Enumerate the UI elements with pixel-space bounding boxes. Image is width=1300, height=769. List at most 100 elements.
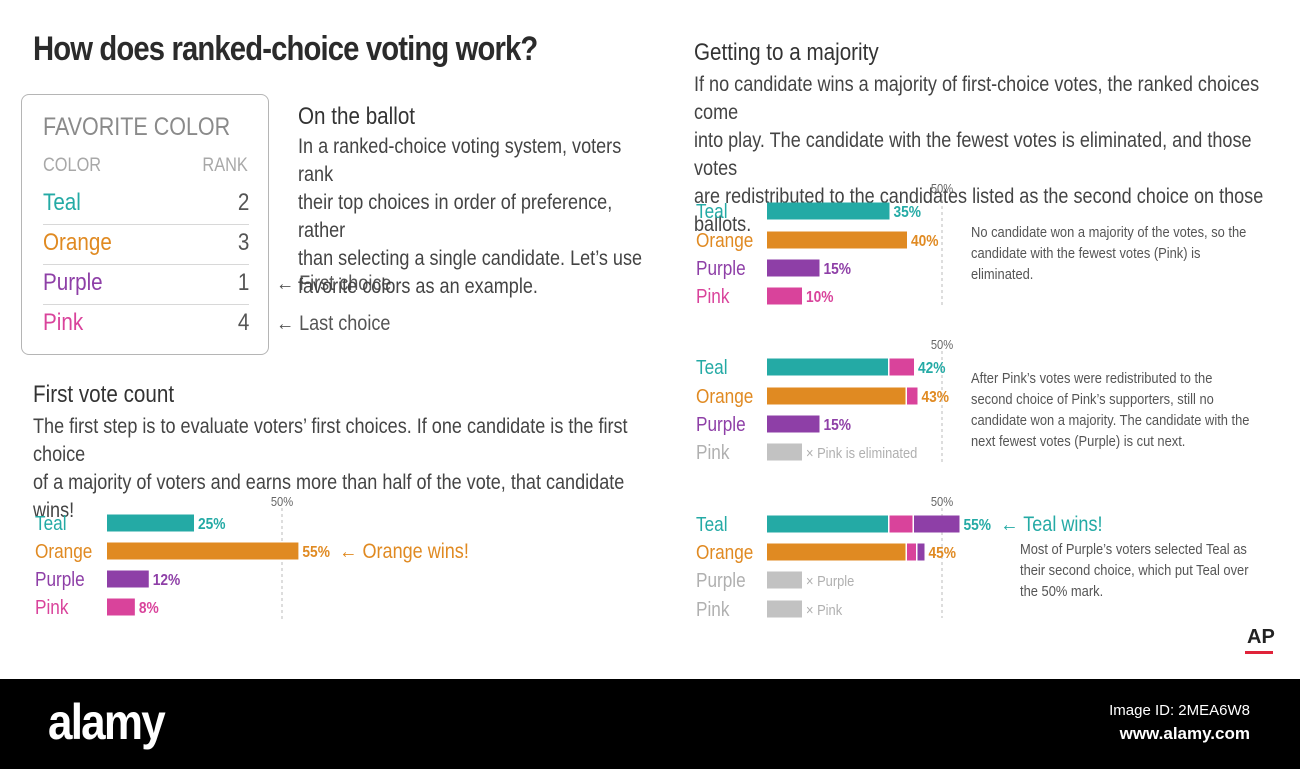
winner-note: ← Orange wins!: [339, 540, 468, 564]
para-line: The first step is to evaluate voters’ fi…: [33, 415, 628, 466]
ballot-row-name: Teal: [43, 189, 81, 216]
category-label: Teal: [696, 513, 728, 536]
para-line: their top choices in order of preference…: [298, 191, 613, 242]
value-label: 42%: [918, 359, 946, 377]
ballot-row-name: Pink: [43, 309, 84, 336]
para-line: than selecting a single candidate. Let’s…: [298, 247, 643, 270]
threshold-label: 50%: [931, 181, 954, 196]
category-label: Teal: [35, 512, 67, 535]
annot-line: second choice of Pink’s supporters, stil…: [971, 391, 1214, 408]
annot-line: candidate won a majority. The candidate …: [971, 412, 1250, 429]
annot-line: candidate with the fewest votes (Pink) i…: [971, 245, 1201, 262]
para-line: favorite colors as an example.: [298, 275, 538, 298]
category-label: Orange: [696, 229, 753, 252]
ballot-row-name: Orange: [43, 229, 112, 256]
value-label: 8%: [139, 599, 159, 617]
annot-line: their second choice, which put Teal over: [1020, 562, 1249, 579]
bar-segment: [107, 570, 149, 588]
bar-segment: [767, 259, 820, 277]
value-label: 55%: [964, 516, 992, 534]
ballot-column-color: COLOR: [43, 155, 102, 176]
value-label: 35%: [894, 203, 922, 221]
page-title: How does ranked-choice voting work?: [33, 30, 538, 68]
site-url[interactable]: www.alamy.com: [1119, 724, 1250, 743]
bar-segment: [907, 543, 916, 561]
bar-segment: [767, 415, 820, 433]
value-label: 25%: [198, 515, 226, 533]
para-line: In a ranked-choice voting system, voters…: [298, 135, 622, 186]
first-count-chart: 50% Teal 25% Orange 55% ← Orange wins! Purple 1…: [35, 181, 1103, 620]
annot-line: the 50% mark.: [1020, 583, 1104, 600]
bar-segment: [107, 542, 299, 560]
bar-segment: [767, 600, 802, 618]
value-label: × Pink: [806, 601, 842, 618]
ballot-row-rank: 1: [237, 269, 249, 296]
annot-line: Most of Purple’s voters selected Teal as: [1020, 541, 1247, 558]
on-ballot-heading: On the ballot: [298, 103, 416, 130]
value-label: 15%: [824, 416, 852, 434]
ballot-row-rank: 2: [237, 189, 249, 216]
annot-line: next fewest votes (Purple) is cut next.: [971, 433, 1186, 450]
majority-text: If no candidate wins a majority of first…: [694, 71, 1279, 239]
category-label: Teal: [696, 356, 728, 379]
threshold-label: 50%: [271, 494, 294, 509]
bar-segment: [767, 287, 802, 305]
ballot-card: FAVORITE COLOR COLOR RANK Teal 2 Orange …: [21, 94, 269, 355]
bar-segment: [907, 387, 918, 405]
majority-heading: Getting to a majority: [694, 39, 879, 66]
value-label: × Pink is eliminated: [806, 444, 917, 461]
bar-segment: [889, 358, 914, 376]
bar-segment: [767, 443, 802, 461]
ap-logo-underline: [1245, 651, 1273, 654]
round1-annotation: No candidate won a majority of the votes…: [971, 222, 1263, 285]
category-label: Purple: [35, 568, 85, 591]
bar-segment: [767, 358, 888, 376]
round2-annotation: After Pink’s votes were redistributed to…: [971, 368, 1263, 452]
bar-segment: [889, 515, 913, 533]
alamy-logo: alamy: [48, 694, 166, 750]
bar-segment: [767, 515, 888, 533]
value-label: 40%: [911, 232, 939, 250]
last-choice-note: ← Last choice: [276, 312, 391, 335]
value-label: 12%: [153, 571, 181, 589]
value-label: 15%: [824, 260, 852, 278]
ap-logo: AP: [1245, 626, 1275, 656]
category-label: Orange: [696, 385, 753, 408]
para-line: are redistributed to the candidates list…: [694, 185, 1264, 236]
on-ballot-text: In a ranked-choice voting system, voters…: [298, 133, 651, 301]
ballot-row-teal: Teal 2: [43, 185, 249, 225]
category-label: Pink: [35, 596, 69, 619]
category-label: Orange: [35, 540, 92, 563]
value-label: 43%: [922, 388, 950, 406]
image-id: Image ID: 2MEA6W8: [1109, 702, 1250, 719]
threshold-label: 50%: [931, 494, 954, 509]
first-choice-note: ← First choice: [276, 272, 392, 295]
bar-segment: [107, 514, 194, 532]
ballot-row-pink: Pink 4: [43, 305, 249, 345]
annot-line: eliminated.: [971, 266, 1034, 283]
round3-annotation: Most of Purple’s voters selected Teal as…: [1020, 539, 1278, 602]
ballot-row-purple: Purple 1: [43, 265, 249, 305]
bar-segment: [767, 387, 906, 405]
bar-segment: [107, 598, 135, 616]
bar-segment: [767, 543, 906, 561]
ballot-column-rank: RANK: [202, 155, 248, 176]
bar-segment: [914, 515, 960, 533]
category-label: Purple: [696, 569, 746, 592]
bar-segment: [917, 543, 925, 561]
footer-bar: alamy Image ID: 2MEA6W8 www.alamy.com: [0, 679, 1300, 769]
category-label: Teal: [696, 200, 728, 223]
category-label: Pink: [696, 441, 730, 464]
bar-segment: [767, 202, 890, 220]
para-line: into play. The candidate with the fewest…: [694, 129, 1252, 180]
annot-line: No candidate won a majority of the votes…: [971, 224, 1247, 241]
value-label: 10%: [806, 288, 834, 306]
value-label: × Purple: [806, 572, 855, 589]
ballot-row-rank: 3: [237, 229, 249, 256]
first-count-heading: First vote count: [33, 381, 175, 408]
bar-segment: [767, 571, 802, 589]
ballot-row-name: Purple: [43, 269, 103, 296]
category-label: Pink: [696, 285, 730, 308]
first-count-text: The first step is to evaluate voters’ fi…: [33, 413, 635, 525]
category-label: Orange: [696, 541, 753, 564]
